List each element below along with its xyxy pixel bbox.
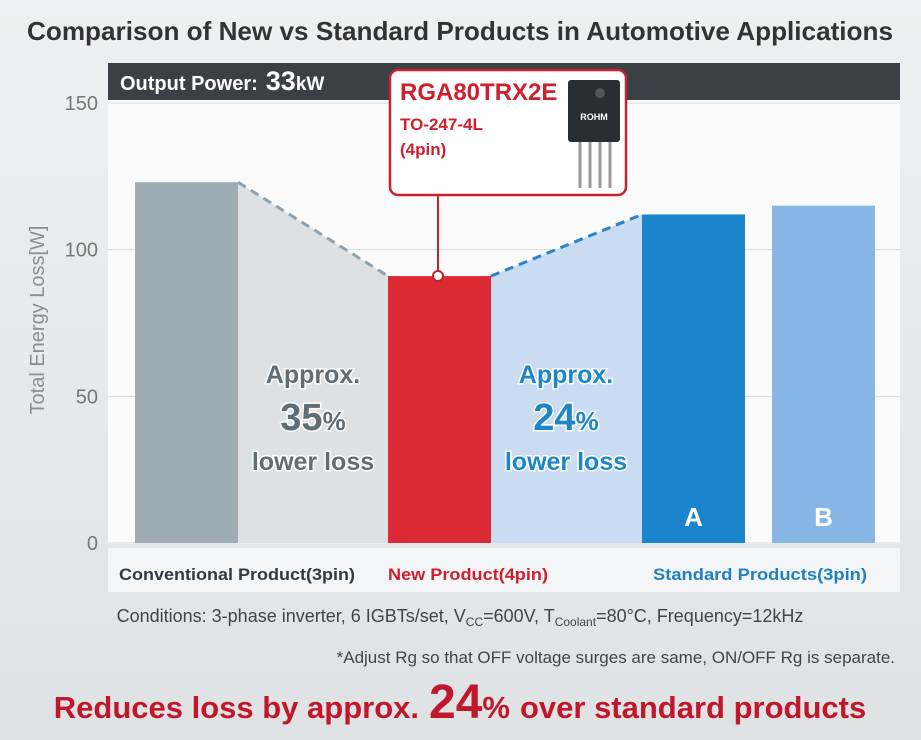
annotation: lower loss bbox=[505, 448, 627, 476]
output-power: Output Power: 33kW bbox=[120, 66, 324, 96]
annotation-number: 24 bbox=[533, 397, 575, 439]
callout-package: TO-247-4L bbox=[400, 115, 483, 134]
conditions-subscript: Coolant bbox=[555, 615, 597, 629]
annotation: 24% bbox=[533, 397, 598, 439]
output-power-unit: kW bbox=[296, 74, 325, 95]
annotation-unit: % bbox=[323, 406, 346, 436]
headline-text: Reduces loss by approx. bbox=[54, 690, 419, 725]
headline-text: over standard products bbox=[520, 690, 866, 725]
bar bbox=[388, 276, 491, 543]
chip-brand: ROHM bbox=[580, 112, 608, 122]
comparison-area bbox=[491, 214, 642, 543]
y-tick-label: 100 bbox=[65, 240, 98, 262]
conditions: Conditions: 3-phase inverter, 6 IGBTs/se… bbox=[117, 606, 804, 629]
annotation: Approx. bbox=[519, 361, 613, 389]
group-label: New Product(4pin) bbox=[388, 565, 548, 584]
callout-pins: (4pin) bbox=[400, 140, 446, 159]
chart-title: Comparison of New vs Standard Products i… bbox=[27, 16, 893, 46]
comparison-line bbox=[490, 213, 643, 278]
conditions-text: Conditions: 3-phase inverter, 6 IGBTs/se… bbox=[117, 606, 466, 626]
annotation: 35% bbox=[280, 397, 345, 439]
callout-part: RGA80TRX2E bbox=[400, 79, 557, 106]
headline: Reduces loss by approx. 24% over standard … bbox=[54, 676, 866, 729]
conditions-subscript: CC bbox=[466, 615, 484, 629]
y-axis-label: Total Energy Loss[W] bbox=[27, 226, 49, 415]
output-power-value: 33 bbox=[266, 66, 296, 96]
chip-hole bbox=[595, 88, 605, 98]
group-label: Conventional Product(3pin) bbox=[119, 565, 355, 584]
bar bbox=[135, 182, 238, 543]
bar bbox=[642, 214, 745, 543]
category-strip bbox=[108, 548, 900, 592]
conditions-text: =600V, T bbox=[483, 606, 555, 626]
callout-box bbox=[388, 68, 628, 197]
conditions-text: =80°C, Frequency=12kHz bbox=[596, 606, 803, 626]
output-power-label: Output Power: bbox=[120, 73, 258, 95]
annotation: Approx. bbox=[266, 361, 360, 389]
comparison-area bbox=[238, 182, 388, 543]
bar bbox=[772, 205, 875, 543]
y-tick-label: 150 bbox=[65, 93, 98, 115]
y-tick-label: 0 bbox=[87, 533, 98, 555]
annotation-number: 35 bbox=[280, 397, 322, 439]
callout: RGA80TRX2E TO-247-4L (4pin) ROHM bbox=[388, 68, 628, 282]
y-tick-label: 50 bbox=[76, 386, 98, 408]
bar-label: A bbox=[684, 502, 703, 532]
chip-body bbox=[568, 80, 620, 142]
headline-unit: % bbox=[482, 690, 510, 725]
note: *Adjust Rg so that OFF voltage surges ar… bbox=[337, 648, 895, 667]
group-label: Standard Products(3pin) bbox=[653, 565, 867, 584]
callout-dot bbox=[432, 270, 444, 282]
chip-icon: ROHM bbox=[568, 80, 620, 188]
annotation: lower loss bbox=[252, 448, 374, 476]
headline-number: 24 bbox=[429, 676, 483, 729]
annotation-unit: % bbox=[576, 406, 599, 436]
bar-label: B bbox=[814, 502, 833, 532]
